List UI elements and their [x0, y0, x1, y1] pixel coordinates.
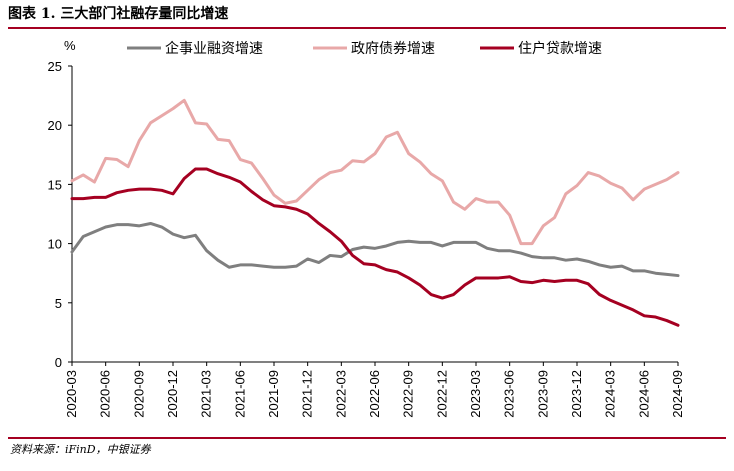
series-lines [70, 98, 680, 327]
source-rule [8, 437, 726, 439]
chart-title: 图表 1. 三大部门社融存量同比增速 [8, 6, 229, 22]
x-tick-label: 2024-09 [670, 370, 685, 418]
x-tick-label: 2022-06 [367, 370, 382, 418]
x-tick-label: 2020-12 [165, 370, 180, 418]
x-tick-label: 2022-03 [333, 370, 348, 418]
y-axis-unit: % [64, 38, 76, 53]
legend: 企事业融资增速 政府债券增速 住户贷款增速 [127, 40, 602, 57]
x-tick-label: 2021-12 [300, 370, 315, 418]
x-tick-label: 2020-03 [64, 370, 79, 418]
y-tick-label: 25 [48, 59, 62, 74]
legend-label-gov-bond: 政府债券增速 [351, 41, 435, 57]
series-line-enterprise [70, 221, 680, 278]
axes: 0 5 10 15 20 25 2020-03 2020-06 2020-09 2020-12 20… [48, 59, 685, 418]
y-tick-label: 5 [55, 296, 62, 311]
x-tick-label: 2022-09 [401, 370, 416, 418]
x-tick-label: 2024-03 [603, 370, 618, 418]
x-tick-label: 2021-06 [232, 370, 247, 418]
x-tick-label: 2024-06 [636, 370, 651, 418]
x-tick-label: 2023-12 [569, 370, 584, 418]
x-tick-label: 2021-09 [266, 370, 281, 418]
legend-label-household-loan: 住户贷款增速 [518, 40, 602, 57]
y-tick-label: 15 [48, 177, 62, 192]
x-tick-label: 2023-09 [535, 370, 550, 418]
x-tick-label: 2023-06 [502, 370, 517, 418]
y-tick-label: 20 [48, 118, 62, 133]
y-tick-label: 10 [48, 237, 62, 252]
x-tick-label: 2020-06 [98, 370, 113, 418]
x-tick-label: 2020-09 [131, 370, 146, 418]
legend-label-enterprise: 企事业融资增速 [165, 40, 263, 57]
x-tick-label: 2023-03 [468, 370, 483, 418]
title-rule [8, 27, 726, 29]
x-tick-label: 2021-03 [199, 370, 214, 418]
series-line-household-loan [70, 167, 680, 327]
source-note: 资料来源：iFinD，中银证券 [10, 443, 151, 456]
y-tick-label: 0 [55, 355, 62, 370]
series-line-gov-bond [70, 98, 680, 246]
x-tick-label: 2022-12 [434, 370, 449, 418]
